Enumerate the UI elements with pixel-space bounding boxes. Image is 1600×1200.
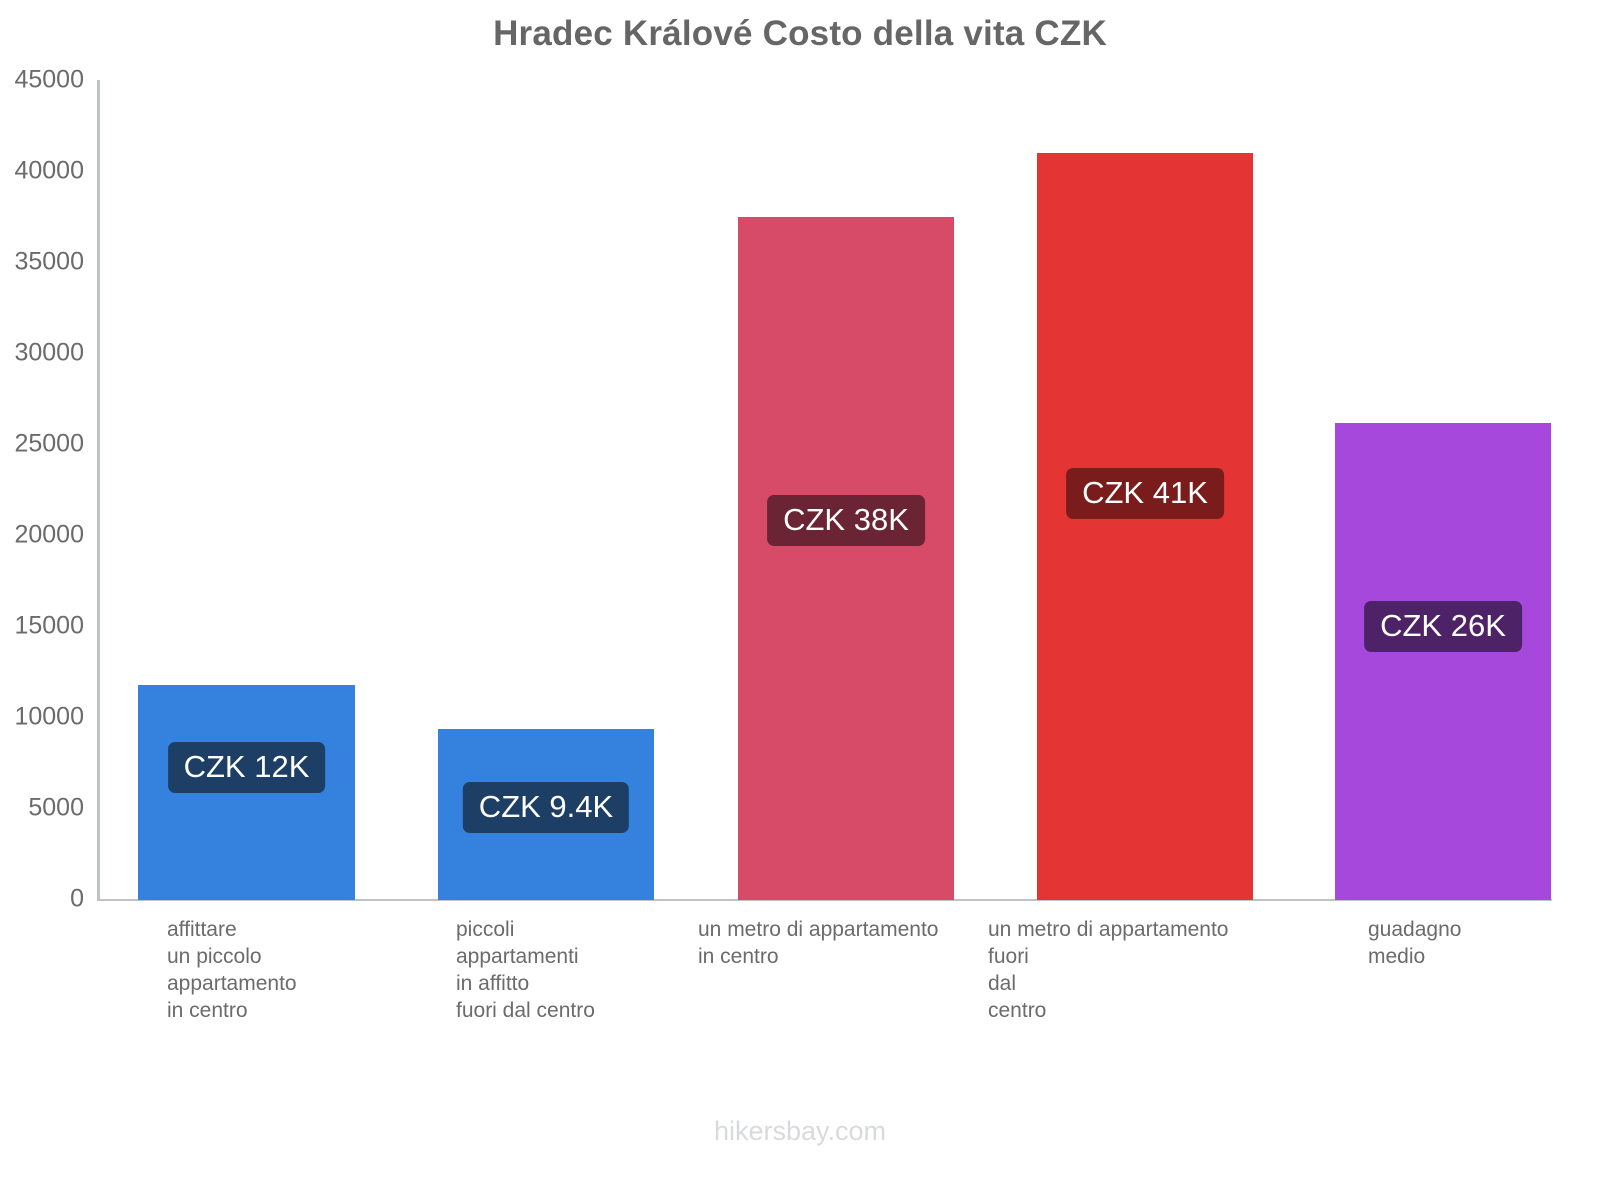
category-label-small-apartments-outside-center: piccoli appartamenti in affitto fuori da… (456, 918, 595, 1022)
category-label-price-per-meter-center: un metro di appartamento in centro (698, 918, 939, 968)
bar-value-label: CZK 38K (767, 495, 925, 546)
x-axis-line (97, 899, 1552, 901)
y-axis-tick-label: 10000 (14, 702, 84, 731)
y-axis-tick-label: 30000 (14, 338, 84, 367)
y-axis-tick-label: 40000 (14, 156, 84, 185)
y-axis-tick-label: 25000 (14, 429, 84, 458)
plot-area: CZK 12K CZK 9.4K CZK 38K CZK 41K CZK 26K (97, 80, 1552, 900)
bar-average-salary[interactable]: CZK 26K (1335, 423, 1551, 900)
bar-value-label: CZK 9.4K (462, 782, 630, 833)
y-axis-tick-label: 5000 (28, 793, 84, 822)
bar-price-per-meter-center[interactable]: CZK 38K (738, 217, 954, 900)
category-label-price-per-meter-outside-center: un metro di appartamento fuori dal centr… (988, 918, 1229, 1022)
category-label-rent-small-apartment-center: affittare un piccolo appartamento in cen… (167, 918, 297, 1022)
bar-value-label: CZK 26K (1364, 601, 1522, 652)
bar-price-per-meter-outside-center[interactable]: CZK 41K (1037, 153, 1253, 900)
bar-small-apartments-outside-center[interactable]: CZK 9.4K (438, 729, 654, 900)
chart-title: Hradec Králové Costo della vita CZK (493, 14, 1107, 53)
bar-value-label: CZK 12K (167, 742, 326, 793)
y-axis-line (97, 80, 100, 900)
bar-rent-small-apartment-center[interactable]: CZK 12K (138, 685, 355, 900)
y-axis-tick-label: 45000 (14, 65, 84, 94)
category-label-average-salary: guadagno medio (1368, 918, 1462, 968)
y-axis-tick-label: 20000 (14, 520, 84, 549)
y-axis-tick-label: 15000 (14, 611, 84, 640)
bar-value-label: CZK 41K (1066, 468, 1224, 519)
footer-watermark: hikersbay.com (713, 1116, 887, 1146)
y-axis-tick-label: 0 (70, 884, 84, 913)
y-axis-tick-label: 35000 (14, 247, 84, 276)
